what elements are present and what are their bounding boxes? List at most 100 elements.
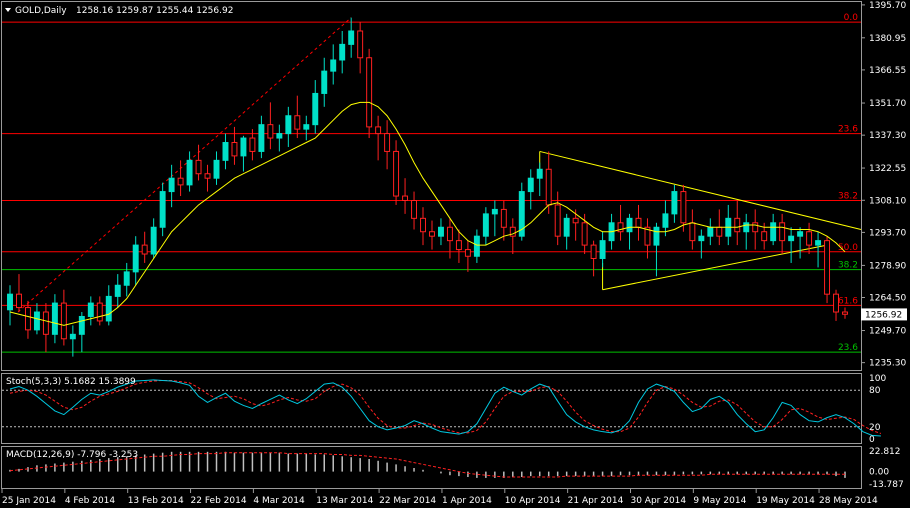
time-tick-label: 4 Feb 2014 <box>65 496 116 506</box>
ohlc-values: 1258.16 1259.87 1255.44 1256.92 <box>76 6 233 16</box>
candle-body <box>482 213 489 237</box>
candle-body <box>33 311 40 331</box>
price-panel-frame <box>1 1 862 371</box>
stoch-tick-label: 100 <box>869 374 886 384</box>
chart-header: GOLD,Daily 1258.16 1259.87 1255.44 1256.… <box>5 6 233 16</box>
candle-body <box>348 30 355 45</box>
candle-body <box>186 159 193 186</box>
candle-body <box>114 284 121 297</box>
candle-body <box>276 133 283 139</box>
candle-body <box>626 217 633 233</box>
price-tick-label: 1351.70 <box>869 99 906 109</box>
stoch-header: Stoch(5,3,3) 5.1682 15.3899 <box>6 377 136 387</box>
time-tick-label: 21 Apr 2014 <box>568 496 624 506</box>
stoch-tick-label: 20 <box>869 423 881 433</box>
candle-body <box>78 315 85 335</box>
symbol-label: GOLD,Daily <box>15 6 67 16</box>
candle-body <box>141 244 148 255</box>
candle-body <box>258 124 265 152</box>
time-tick-label: 30 Apr 2014 <box>630 496 686 506</box>
candle-body <box>213 159 220 179</box>
candle-body <box>779 222 786 242</box>
candles <box>7 17 848 357</box>
candle-body <box>330 59 337 72</box>
candle-body <box>752 222 759 233</box>
candle-body <box>437 226 444 237</box>
candle-body <box>303 124 310 130</box>
macd-tick-label: -13.787 <box>869 480 904 490</box>
candle-body <box>545 168 552 206</box>
candle-body <box>339 43 346 61</box>
price-axis: 1395.70 1380.95 1366.55 1351.70 1337.30 1322.… <box>861 1 907 369</box>
candle-body <box>195 159 202 175</box>
price-tick-label: 1366.55 <box>869 66 906 76</box>
candle-body <box>563 217 570 237</box>
candle-body <box>500 208 507 228</box>
price-tick-label: 1380.95 <box>869 34 906 44</box>
candle-body <box>177 177 184 186</box>
candle-body <box>420 217 426 233</box>
fib-level-label: 0.0 <box>844 13 859 23</box>
candle-body <box>285 115 292 135</box>
candle-body <box>761 231 768 242</box>
stoch-tick-label: 0 <box>869 435 875 445</box>
candle-body <box>231 142 238 157</box>
moving-average-line <box>9 101 846 326</box>
current-price-box <box>861 308 907 321</box>
time-tick-label: 28 May 2014 <box>819 496 878 506</box>
candle-body <box>536 168 543 179</box>
candle-body <box>743 222 750 233</box>
stoch-main-line <box>9 379 881 437</box>
candle-body <box>222 142 229 161</box>
candle-body <box>797 231 804 237</box>
time-tick-label: 13 Mar 2014 <box>316 496 373 506</box>
candle-body <box>527 177 534 193</box>
macd-indicator: 22.812 0.00 -13.787 <box>9 447 904 490</box>
candle-body <box>599 240 606 259</box>
candle-body <box>680 191 687 224</box>
time-tick-label: 25 Jan 2014 <box>2 496 56 506</box>
candle-body <box>491 208 498 215</box>
candle-body <box>357 30 364 59</box>
candle-body <box>455 240 462 251</box>
stochastic-indicator: 100 80 20 0 <box>2 374 886 445</box>
trendlines <box>17 17 862 313</box>
current-price-label: 1256.92 <box>865 310 902 320</box>
candle-body <box>7 293 13 311</box>
candle-body <box>635 217 642 228</box>
candle-body <box>716 226 723 237</box>
stoch-panel-frame <box>1 373 862 444</box>
rally-trendline <box>17 17 352 313</box>
candle-body <box>806 231 813 246</box>
candle-body <box>518 191 525 237</box>
candle-body <box>294 115 301 130</box>
time-tick-label: 22 Feb 2014 <box>191 496 247 506</box>
candle-body <box>42 311 49 335</box>
candle-body <box>123 271 130 286</box>
lower-triangle-line <box>602 244 828 291</box>
candle-body <box>204 173 211 179</box>
stoch-tick-label: 80 <box>869 386 881 396</box>
fib-level-label: 61.6 <box>838 296 858 306</box>
candle-body <box>662 213 669 228</box>
time-axis: 25 Jan 2014 4 Feb 2014 13 Feb 2014 22 Feb 2… <box>1 489 878 506</box>
candle-body <box>590 244 597 259</box>
candle-body <box>366 57 373 128</box>
price-tick-label: 1322.55 <box>869 164 906 174</box>
time-tick-label: 4 Mar 2014 <box>253 496 305 506</box>
candle-body <box>150 226 157 255</box>
candle-body <box>788 235 795 242</box>
dropdown-arrow-icon[interactable] <box>5 8 11 12</box>
candle-body <box>617 222 624 233</box>
candle-body <box>87 302 94 317</box>
candle-body <box>168 177 175 193</box>
candle-body <box>554 204 561 237</box>
candle-body <box>653 226 660 246</box>
time-tick-label: 22 Mar 2014 <box>379 496 436 506</box>
candle-body <box>105 295 112 322</box>
candle-body <box>24 307 31 331</box>
price-tick-label: 1249.70 <box>869 327 906 337</box>
price-tick-label: 1337.30 <box>869 131 906 141</box>
candle-body <box>509 226 516 237</box>
